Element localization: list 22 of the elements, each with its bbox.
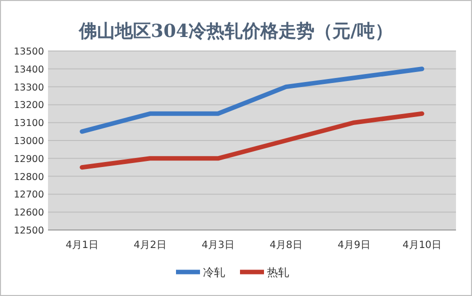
y-tick-label: 13300 (14, 82, 44, 94)
legend-label: 热轧 (267, 266, 289, 279)
y-tick-label: 12900 (14, 154, 44, 165)
legend-label: 冷轧 (203, 266, 225, 279)
y-tick-label: 13000 (14, 136, 44, 147)
x-tick-label: 4月10日 (402, 240, 442, 251)
y-tick-label: 12800 (14, 172, 44, 183)
y-tick-label: 13500 (14, 46, 44, 58)
line-series (80, 66, 424, 134)
line-series (80, 111, 424, 170)
y-tick-label: 13400 (14, 64, 44, 76)
x-tick-label: 4月1日 (66, 240, 98, 251)
y-tick-label: 13200 (14, 100, 44, 112)
x-tick-label: 4月8日 (270, 240, 302, 251)
chart-title: 佛山地区304冷热轧价格走势（元/吨） (78, 21, 394, 42)
y-tick-label: 12600 (14, 208, 44, 219)
y-tick-label: 12700 (14, 190, 44, 201)
y-tick-label: 13100 (14, 118, 44, 130)
x-tick-label: 4月2日 (134, 240, 166, 251)
x-tick-label: 4月9日 (338, 240, 370, 251)
x-tick-label: 4月3日 (202, 240, 234, 251)
y-tick-label: 12500 (14, 226, 44, 236)
